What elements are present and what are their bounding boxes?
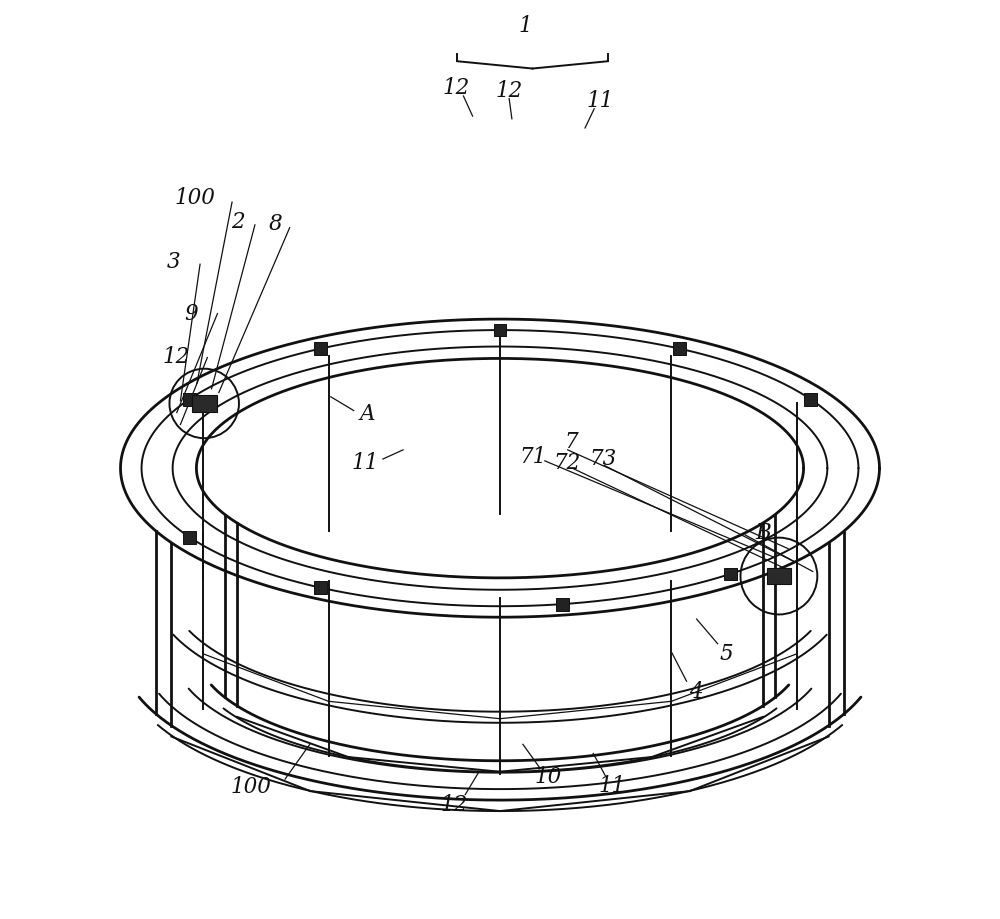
Text: 71: 71 [519,446,547,468]
Text: 8: 8 [268,213,282,235]
Text: 10: 10 [535,766,562,788]
FancyBboxPatch shape [192,396,217,413]
Text: 2: 2 [231,211,244,233]
Text: 12: 12 [442,77,470,98]
Text: 11: 11 [351,451,378,473]
FancyBboxPatch shape [556,598,569,611]
FancyBboxPatch shape [767,568,791,584]
FancyBboxPatch shape [724,568,737,581]
Text: 100: 100 [174,187,215,210]
Text: 9: 9 [184,302,198,324]
Text: 100: 100 [231,776,272,798]
FancyBboxPatch shape [804,393,817,406]
FancyBboxPatch shape [314,582,327,595]
FancyBboxPatch shape [673,343,686,356]
Text: 1: 1 [519,15,532,37]
FancyBboxPatch shape [314,343,327,356]
Text: 4: 4 [689,681,703,702]
Text: 12: 12 [441,793,468,815]
Text: 5: 5 [720,642,734,664]
FancyBboxPatch shape [183,393,196,406]
Text: B: B [755,522,771,543]
Text: 3: 3 [167,250,180,272]
Text: 11: 11 [587,89,614,111]
Text: 11: 11 [599,774,626,796]
Text: 73: 73 [590,448,617,470]
FancyBboxPatch shape [183,531,196,544]
Text: 12: 12 [163,346,190,368]
FancyBboxPatch shape [494,324,506,337]
Text: 7: 7 [565,430,578,452]
Text: 72: 72 [553,451,580,473]
Text: A: A [360,403,375,425]
Text: 12: 12 [496,79,523,101]
